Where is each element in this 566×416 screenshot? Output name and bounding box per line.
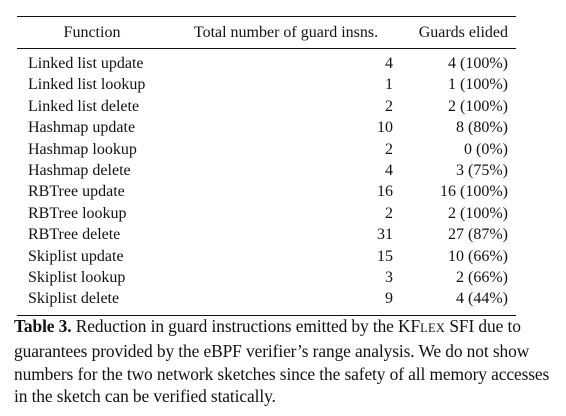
results-table-container: Function Total number of guard insns. Gu…: [17, 16, 516, 316]
cell-function: Skiplist lookup: [28, 269, 126, 287]
cell-total-guards: 10: [377, 119, 393, 137]
table-header-rule: [17, 48, 516, 49]
table-row: Skiplist lookup 3 2 (66%): [17, 267, 516, 288]
guard-elision-table-body: Linked list update 4 4 (100%) Linked list l…: [17, 49, 516, 315]
table-bottom-rule: [17, 314, 516, 316]
cell-total-guards: 2: [385, 97, 393, 115]
cell-function: Skiplist delete: [28, 290, 120, 308]
table-row: Hashmap delete 4 3 (75%): [17, 160, 516, 181]
cell-total-guards: 4: [385, 55, 393, 72]
cell-guards-elided: 16 (100%): [440, 183, 508, 201]
table-row: Linked list update 4 4 (100%): [17, 49, 516, 74]
caption-text-after: SFI due to guarantees provided by the eB…: [14, 316, 550, 407]
cell-total-guards: 9: [385, 290, 393, 308]
cell-guards-elided: 2 (66%): [456, 269, 508, 287]
cell-guards-elided: 2 (100%): [448, 97, 508, 115]
table-row: Hashmap lookup 2 0 (0%): [17, 139, 516, 160]
table-caption: Table 3. Reduction in guard instructions…: [14, 315, 554, 408]
cell-function: Linked list delete: [28, 97, 140, 115]
cell-guards-elided: 8 (80%): [456, 119, 508, 137]
guard-elision-table: Function Total number of guard insns. Gu…: [17, 17, 516, 48]
cell-total-guards: 2: [385, 140, 393, 158]
caption-label: Table 3.: [14, 316, 72, 336]
cell-guards-elided: 4 (100%): [448, 55, 508, 72]
cell-guards-elided: 4 (44%): [456, 290, 508, 308]
cell-guards-elided: 27 (87%): [448, 226, 508, 244]
cell-total-guards: 2: [385, 204, 393, 222]
cell-function: Skiplist update: [28, 247, 124, 265]
table-row: Skiplist update 15 10 (66%): [17, 246, 516, 267]
cell-function: RBTree update: [28, 183, 125, 201]
table-row: RBTree lookup 2 2 (100%): [17, 203, 516, 224]
cell-total-guards: 3: [385, 269, 393, 287]
cell-total-guards: 16: [377, 183, 393, 201]
table-row: Hashmap update 10 8 (80%): [17, 117, 516, 138]
table-row: Skiplist delete 9 4 (44%): [17, 288, 516, 314]
cell-function: RBTree lookup: [28, 204, 127, 222]
cell-guards-elided: 2 (100%): [448, 204, 508, 222]
table-row: RBTree delete 31 27 (87%): [17, 224, 516, 245]
table-row: Linked list lookup 1 1 (100%): [17, 74, 516, 95]
system-name: KFLEX: [398, 316, 445, 336]
cell-function: Hashmap delete: [28, 162, 131, 180]
system-name-smallcaps: LEX: [420, 321, 446, 335]
cell-total-guards: 1: [385, 76, 393, 94]
cell-function: Hashmap update: [28, 119, 136, 137]
cell-function: Linked list update: [28, 55, 144, 72]
cell-function: Hashmap lookup: [28, 140, 137, 158]
cell-function: Linked list lookup: [28, 76, 146, 94]
cell-guards-elided: 10 (66%): [448, 247, 508, 265]
header-guards-elided: Guards elided: [418, 23, 508, 41]
cell-guards-elided: 0 (0%): [464, 140, 508, 158]
table-row: RBTree update 16 16 (100%): [17, 181, 516, 202]
cell-total-guards: 31: [377, 226, 393, 244]
table-row: Linked list delete 2 2 (100%): [17, 96, 516, 117]
caption-text-before: Reduction in guard instructions emitted …: [71, 316, 399, 336]
system-name-initial: KF: [398, 316, 421, 336]
header-function: Function: [63, 23, 121, 41]
header-total-guards: Total number of guard insns.: [193, 23, 379, 41]
table-top-rule: [17, 16, 516, 17]
cell-total-guards: 4: [385, 162, 393, 180]
cell-guards-elided: 1 (100%): [448, 76, 508, 94]
cell-function: RBTree delete: [28, 226, 121, 244]
cell-guards-elided: 3 (75%): [456, 162, 508, 180]
table-header-row: Function Total number of guard insns. Gu…: [17, 17, 516, 48]
cell-total-guards: 15: [377, 247, 393, 265]
